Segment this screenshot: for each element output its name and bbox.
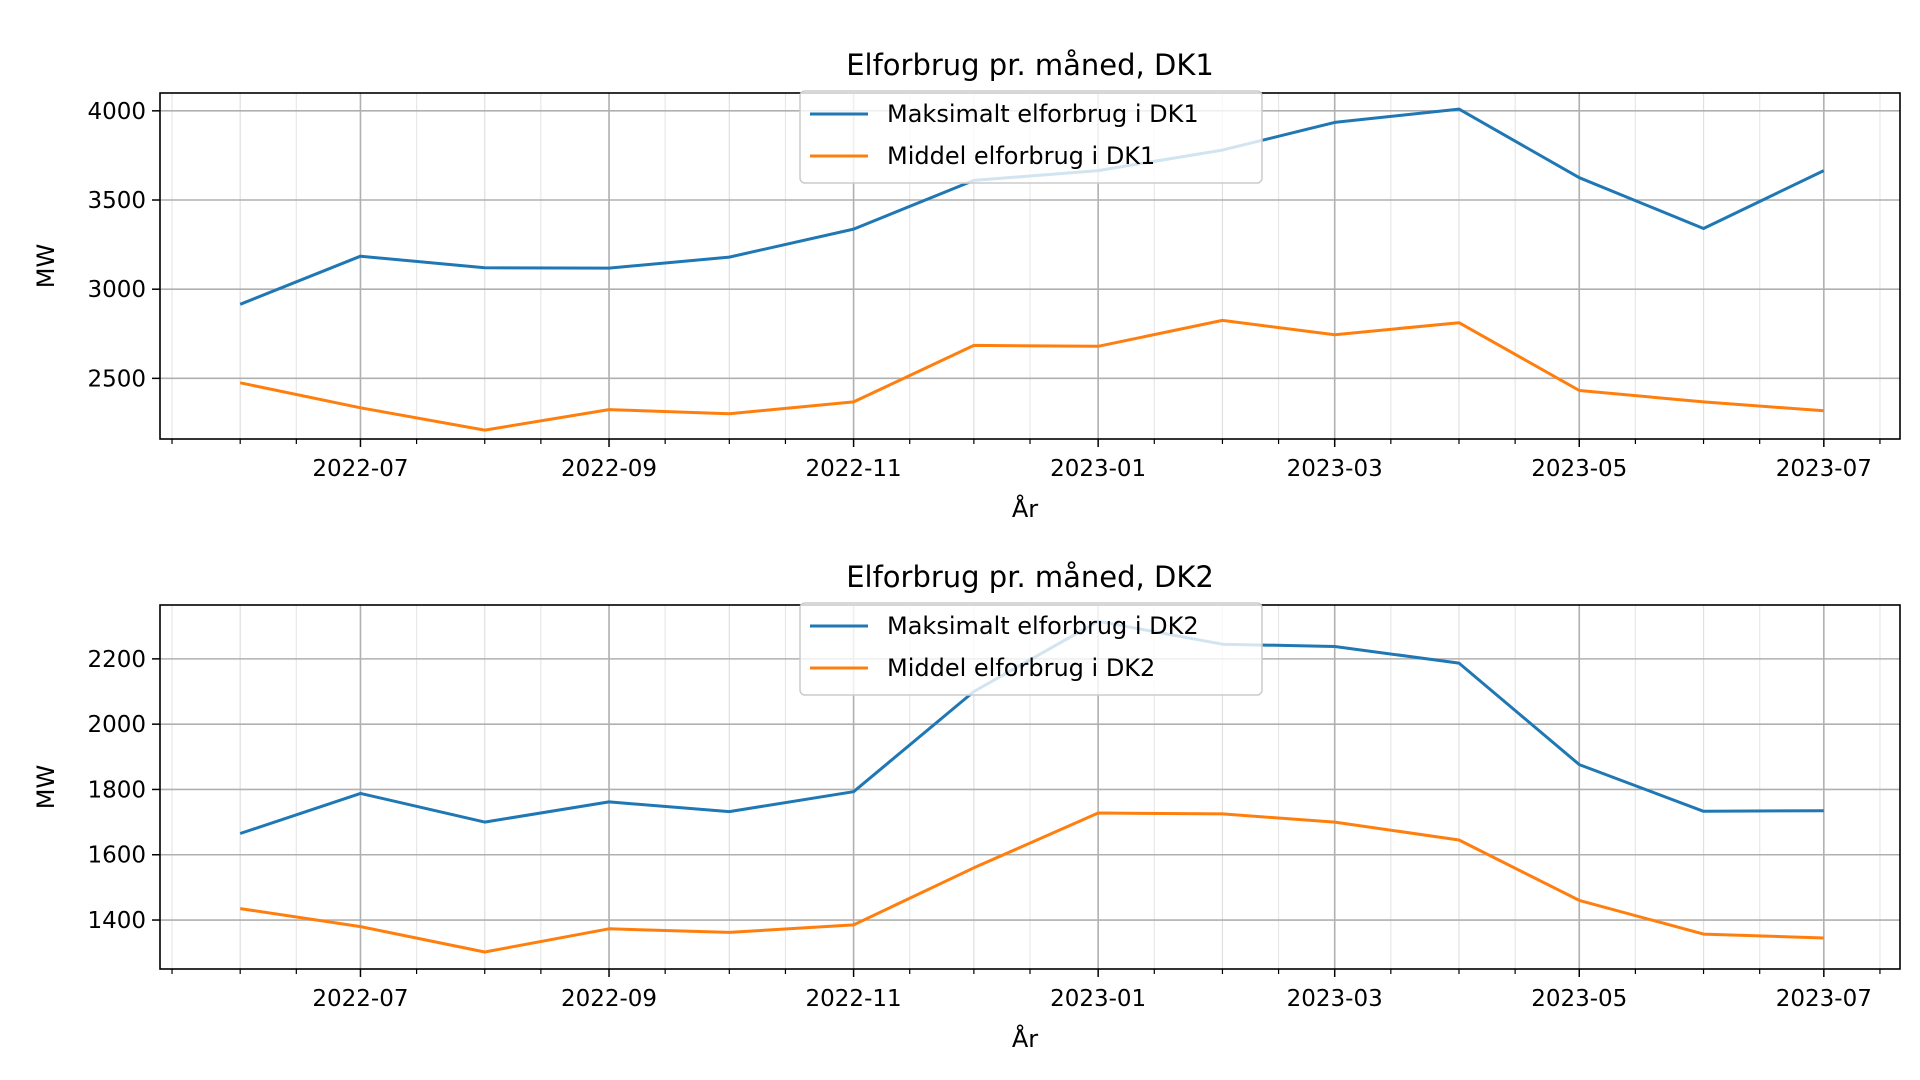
- subplot-2: 2022-07 2022-09 2022-11 2023-01 2023-03 2023-…: [32, 560, 1901, 1053]
- x-tick-label: 2023-03: [1287, 986, 1383, 1012]
- y-tick-label: 2000: [87, 712, 146, 738]
- x-tick-label: 2022-11: [806, 456, 902, 482]
- minor-grid: [171, 93, 1881, 444]
- y-tick-label: 2200: [87, 647, 146, 673]
- legend: Maksimalt elforbrug i DK1 Middel elforbru…: [799, 90, 1263, 184]
- x-tick-label: 2022-11: [806, 986, 902, 1012]
- legend-label: Middel elforbrug i DK1: [887, 142, 1155, 170]
- series-line-mean: [239, 811, 1824, 954]
- legend: Maksimalt elforbrug i DK2 Middel elforbru…: [799, 602, 1263, 696]
- x-tick-label: 2022-09: [561, 986, 657, 1012]
- y-tick-label: 1600: [87, 843, 146, 869]
- x-axis-label: År: [1012, 1024, 1038, 1053]
- legend-label: Maksimalt elforbrug i DK1: [887, 100, 1199, 128]
- x-tick-label: 2022-07: [312, 986, 408, 1012]
- x-tick-label: 2022-09: [561, 456, 657, 482]
- x-axis-label: År: [1012, 494, 1038, 523]
- x-tick-label: 2023-07: [1776, 986, 1872, 1012]
- y-tick-label: 1400: [87, 908, 146, 934]
- legend-box: [799, 602, 1263, 696]
- y-tick-label: 3500: [87, 188, 146, 214]
- x-tick-label: 2023-01: [1050, 456, 1146, 482]
- chart-title: Elforbrug pr. måned, DK2: [846, 560, 1214, 594]
- y-axis-label: MW: [32, 765, 60, 809]
- x-tick-label: 2023-05: [1531, 986, 1627, 1012]
- x-tick-label: 2023-01: [1050, 986, 1146, 1012]
- y-tick-label: 1800: [87, 777, 146, 803]
- y-tick-label: 3000: [87, 277, 146, 303]
- legend-label: Maksimalt elforbrug i DK2: [887, 612, 1199, 640]
- y-axis-label: MW: [32, 244, 60, 288]
- subplot-1: 2022-07 2022-09 2022-11 2023-01 2023-03 2023-…: [32, 48, 1901, 523]
- x-tick-label: 2023-05: [1531, 456, 1627, 482]
- y-tick-label: 4000: [87, 99, 146, 125]
- x-tick-label: 2022-07: [312, 456, 408, 482]
- chart-title: Elforbrug pr. måned, DK1: [846, 48, 1214, 82]
- legend-label: Middel elforbrug i DK2: [887, 654, 1155, 682]
- legend-box: [799, 90, 1263, 184]
- x-tick-label: 2023-03: [1287, 456, 1383, 482]
- x-tick-label: 2023-07: [1776, 456, 1872, 482]
- y-tick-label: 2500: [87, 366, 146, 392]
- series-line-mean: [239, 318, 1824, 432]
